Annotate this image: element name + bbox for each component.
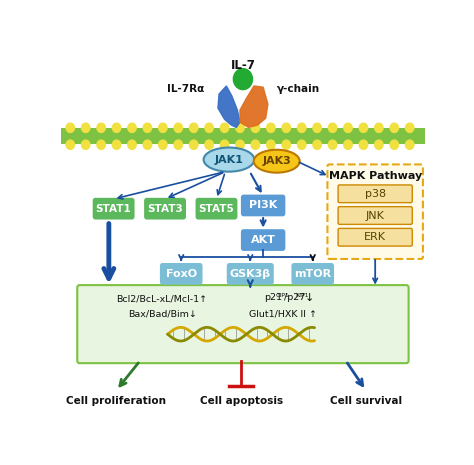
Text: GSK3β: GSK3β (230, 269, 271, 279)
Text: ↓: ↓ (305, 293, 314, 303)
Polygon shape (240, 86, 268, 127)
Text: p21: p21 (264, 293, 282, 303)
Text: JAK1: JAK1 (215, 154, 244, 165)
FancyBboxPatch shape (93, 198, 135, 219)
Circle shape (174, 123, 182, 133)
Circle shape (233, 69, 253, 90)
Text: STAT5: STAT5 (199, 204, 234, 214)
Circle shape (112, 123, 121, 133)
Text: ERK: ERK (364, 232, 386, 242)
Text: Bcl2/BcL-xL/Mcl-1↑: Bcl2/BcL-xL/Mcl-1↑ (117, 295, 208, 304)
Circle shape (236, 140, 244, 149)
Circle shape (143, 140, 152, 149)
Circle shape (251, 140, 260, 149)
Circle shape (298, 123, 306, 133)
Circle shape (328, 140, 337, 149)
Text: Cell apoptosis: Cell apoptosis (200, 396, 283, 406)
Circle shape (374, 140, 383, 149)
Circle shape (390, 123, 399, 133)
Circle shape (66, 123, 74, 133)
Text: Cell survival: Cell survival (330, 396, 402, 406)
Circle shape (159, 140, 167, 149)
Circle shape (205, 123, 213, 133)
Bar (61, 128, 425, 144)
Text: γ-chain: γ-chain (276, 84, 319, 94)
Circle shape (344, 123, 352, 133)
Circle shape (97, 140, 105, 149)
Circle shape (82, 140, 90, 149)
Text: MAPK Pathway: MAPK Pathway (328, 172, 422, 181)
Text: IL-7Rα: IL-7Rα (167, 84, 205, 94)
Text: JNK: JNK (366, 211, 384, 220)
Circle shape (220, 140, 229, 149)
FancyBboxPatch shape (196, 198, 237, 219)
Text: Glut1/HXK II ↑: Glut1/HXK II ↑ (249, 310, 317, 319)
Text: STAT1: STAT1 (96, 204, 131, 214)
Circle shape (328, 123, 337, 133)
Polygon shape (218, 86, 240, 127)
Circle shape (128, 140, 136, 149)
FancyBboxPatch shape (292, 263, 334, 285)
Circle shape (66, 140, 74, 149)
Text: FoxO: FoxO (165, 269, 197, 279)
Circle shape (390, 140, 399, 149)
Circle shape (112, 140, 121, 149)
Circle shape (174, 140, 182, 149)
Text: /p27: /p27 (284, 293, 305, 303)
FancyBboxPatch shape (241, 229, 285, 251)
Text: KIP1: KIP1 (296, 292, 310, 298)
Text: IL-7: IL-7 (230, 60, 255, 73)
Circle shape (359, 140, 368, 149)
Text: PI3K: PI3K (249, 200, 277, 211)
Circle shape (359, 123, 368, 133)
Circle shape (266, 123, 275, 133)
Text: JAK3: JAK3 (262, 156, 291, 166)
FancyBboxPatch shape (328, 165, 423, 259)
Circle shape (313, 140, 321, 149)
Circle shape (282, 123, 291, 133)
Ellipse shape (204, 147, 255, 172)
Ellipse shape (254, 150, 300, 173)
Circle shape (298, 140, 306, 149)
Circle shape (236, 123, 244, 133)
FancyBboxPatch shape (241, 194, 285, 216)
FancyBboxPatch shape (77, 285, 409, 363)
Circle shape (190, 123, 198, 133)
Circle shape (374, 123, 383, 133)
Circle shape (82, 123, 90, 133)
FancyBboxPatch shape (144, 198, 186, 219)
Text: Bax/Bad/Bim↓: Bax/Bad/Bim↓ (128, 310, 197, 319)
FancyBboxPatch shape (227, 263, 274, 285)
Circle shape (266, 140, 275, 149)
FancyBboxPatch shape (338, 228, 412, 246)
Text: STAT3: STAT3 (147, 204, 183, 214)
Circle shape (220, 123, 229, 133)
Circle shape (97, 123, 105, 133)
Circle shape (282, 140, 291, 149)
Circle shape (143, 123, 152, 133)
Circle shape (251, 123, 260, 133)
FancyBboxPatch shape (338, 185, 412, 203)
Circle shape (313, 123, 321, 133)
Text: Cell proliferation: Cell proliferation (66, 396, 166, 406)
Text: p38: p38 (365, 189, 386, 199)
Circle shape (159, 123, 167, 133)
FancyBboxPatch shape (338, 206, 412, 225)
Text: mTOR: mTOR (294, 269, 331, 279)
Circle shape (190, 140, 198, 149)
FancyBboxPatch shape (160, 263, 202, 285)
Circle shape (405, 140, 414, 149)
Text: CIP1: CIP1 (275, 292, 289, 298)
Circle shape (344, 140, 352, 149)
Circle shape (128, 123, 136, 133)
Circle shape (205, 140, 213, 149)
Text: AKT: AKT (251, 235, 275, 245)
Circle shape (405, 123, 414, 133)
